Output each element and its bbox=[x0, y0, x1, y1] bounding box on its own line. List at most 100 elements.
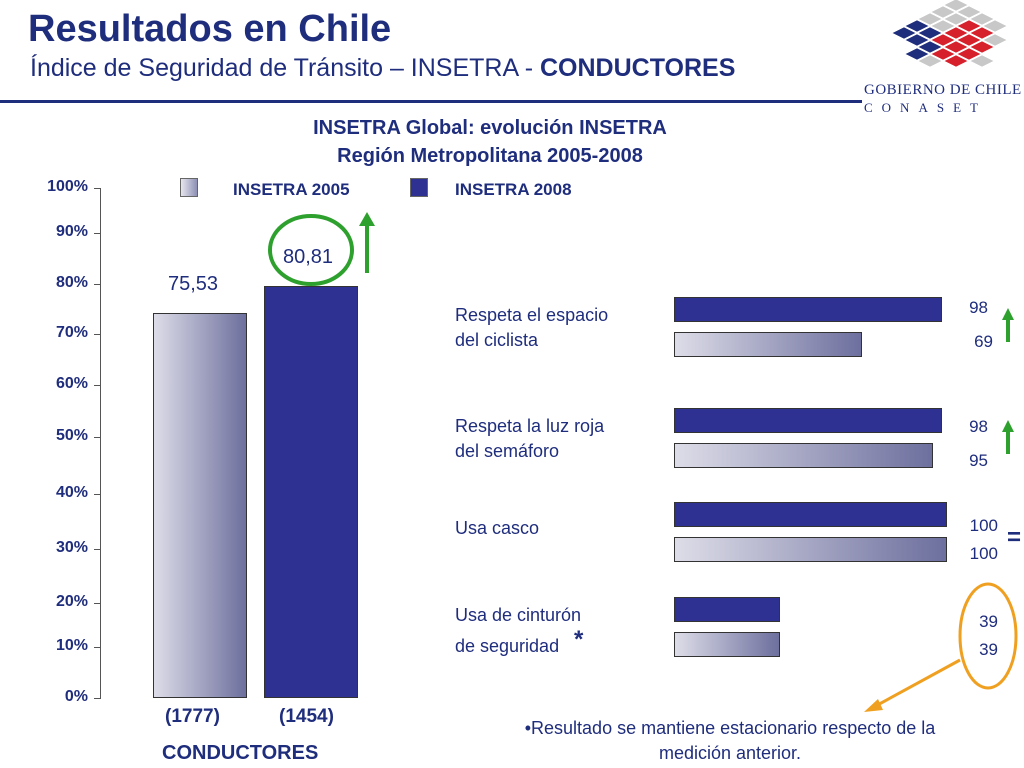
legend-swatch-2008 bbox=[410, 178, 428, 197]
logo-tile bbox=[930, 5, 956, 19]
legend-label-2008: INSETRA 2008 bbox=[455, 180, 572, 199]
y-tick-mark bbox=[94, 385, 101, 386]
logo-tile bbox=[982, 19, 1008, 33]
logo-tile bbox=[943, 12, 969, 26]
y-tick-mark bbox=[94, 494, 101, 495]
y-tick-label: 80% bbox=[55, 274, 88, 291]
logo-tile bbox=[956, 19, 982, 33]
logo-tile bbox=[930, 33, 956, 47]
bar-insetra-2008 bbox=[264, 285, 358, 698]
legend-label-2005: INSETRA 2005 bbox=[233, 180, 350, 199]
logo-tile bbox=[969, 40, 995, 54]
logo-tile bbox=[969, 54, 995, 68]
pointer-arrow-icon bbox=[864, 658, 961, 712]
item-label-line: del semáforo bbox=[455, 441, 560, 461]
logo-tile bbox=[982, 33, 1008, 47]
logo-tile bbox=[917, 40, 943, 54]
logo-text-gobierno: GOBIERNO DE CHILE bbox=[864, 82, 1022, 98]
item-value-label: 98 bbox=[969, 298, 988, 317]
logo-tile bbox=[943, 54, 969, 68]
y-tick-label: 70% bbox=[55, 324, 88, 341]
chart-title-line2: Región Metropolitana 2005-2008 bbox=[337, 145, 643, 167]
logo-tile bbox=[969, 26, 995, 40]
item-bar-2005 bbox=[674, 443, 933, 468]
y-tick-mark bbox=[94, 603, 101, 604]
logo-tile bbox=[969, 12, 995, 26]
item-label-line: Respeta la luz roja bbox=[455, 416, 605, 436]
slide-subtitle: Índice de Seguridad de Tránsito – INSETR… bbox=[30, 54, 735, 83]
logo-tile bbox=[930, 19, 956, 33]
y-tick-mark bbox=[94, 284, 101, 285]
item-value-label: 95 bbox=[969, 451, 988, 470]
item-label-line: de seguridad bbox=[455, 636, 560, 656]
item-bar-2008 bbox=[674, 597, 780, 622]
logo-text-conaset: CONASET bbox=[864, 100, 987, 115]
logo-tile bbox=[917, 26, 943, 40]
chart-title: INSETRA Global: evolución INSETRA Región… bbox=[230, 114, 750, 170]
item-label: Usa casco bbox=[455, 516, 539, 541]
logo-tile bbox=[956, 5, 982, 19]
gobierno-de-chile-logo bbox=[891, 0, 1008, 68]
logo-tile bbox=[904, 33, 930, 47]
y-tick-mark bbox=[94, 188, 101, 189]
y-tick-label: 50% bbox=[55, 427, 88, 444]
chart-title-line1: INSETRA Global: evolución INSETRA bbox=[313, 117, 667, 139]
y-axis-line bbox=[100, 188, 101, 698]
up-arrow-icon bbox=[1002, 308, 1014, 342]
y-tick-label: 10% bbox=[55, 637, 88, 654]
item-value-label: 39 bbox=[979, 612, 998, 631]
item-bar-2005 bbox=[674, 537, 947, 562]
logo-tile bbox=[917, 54, 943, 68]
subtitle-emphasis: CONDUCTORES bbox=[540, 54, 736, 82]
y-tick-mark bbox=[94, 647, 101, 648]
item-label-line: del ciclista bbox=[455, 330, 539, 350]
x-axis-title: CONDUCTORES bbox=[162, 742, 319, 764]
legend-swatch-2005 bbox=[180, 178, 198, 197]
y-tick-label: 20% bbox=[55, 593, 88, 610]
highlight-circle-cinturon bbox=[958, 582, 1018, 690]
up-arrow-icon bbox=[1002, 420, 1014, 454]
item-bar-2008 bbox=[674, 297, 942, 322]
logo-tile bbox=[956, 33, 982, 47]
y-tick-mark bbox=[94, 549, 101, 550]
subtitle-text: Índice de Seguridad de Tránsito – INSETR… bbox=[30, 54, 540, 82]
logo-tile bbox=[943, 0, 969, 12]
bar-value-label: 80,81 bbox=[283, 245, 334, 268]
slide-title: Resultados en Chile bbox=[28, 8, 392, 50]
footnote: •Resultado se mantiene estacionario resp… bbox=[524, 718, 936, 763]
x-category-label-2008: (1454) bbox=[279, 706, 334, 727]
item-label: Respeta el espacio del ciclista bbox=[455, 303, 608, 353]
bar-value-label: 75,53 bbox=[168, 272, 219, 295]
item-label: Usa de cinturón de seguridad bbox=[455, 603, 581, 659]
y-tick-label: 0% bbox=[64, 688, 88, 705]
y-tick-label: 90% bbox=[55, 223, 88, 240]
item-bar-2008 bbox=[674, 502, 947, 527]
item-value-label: 100 bbox=[969, 516, 998, 535]
item-bar-2005 bbox=[674, 632, 780, 657]
up-arrow-icon bbox=[359, 212, 375, 273]
item-value-label: 69 bbox=[974, 332, 993, 351]
logo-tile bbox=[943, 26, 969, 40]
item-value-label: 100 bbox=[969, 544, 998, 563]
item-value-label: 39 bbox=[979, 640, 998, 659]
logo-tile bbox=[943, 40, 969, 54]
logo-tile bbox=[904, 47, 930, 61]
item-label-line: Usa casco bbox=[455, 518, 540, 538]
header-divider bbox=[0, 100, 862, 103]
equal-indicator: = bbox=[1007, 524, 1022, 551]
y-tick-label: 30% bbox=[55, 539, 88, 556]
logo-tile bbox=[891, 26, 917, 40]
y-tick-label: 60% bbox=[55, 375, 88, 392]
logo-tile bbox=[956, 47, 982, 61]
logo-tile bbox=[904, 19, 930, 33]
y-tick-mark bbox=[94, 233, 101, 234]
item-label-line: Respeta el espacio bbox=[455, 305, 609, 325]
y-tick-mark bbox=[94, 698, 101, 699]
bar-insetra-2005 bbox=[153, 312, 247, 698]
logo-tile bbox=[930, 47, 956, 61]
item-label-line: Usa de cinturón bbox=[455, 605, 582, 625]
item-value-label: 98 bbox=[969, 417, 988, 436]
logo-tile bbox=[917, 12, 943, 26]
y-tick-mark bbox=[94, 437, 101, 438]
item-bar-2008 bbox=[674, 408, 942, 433]
